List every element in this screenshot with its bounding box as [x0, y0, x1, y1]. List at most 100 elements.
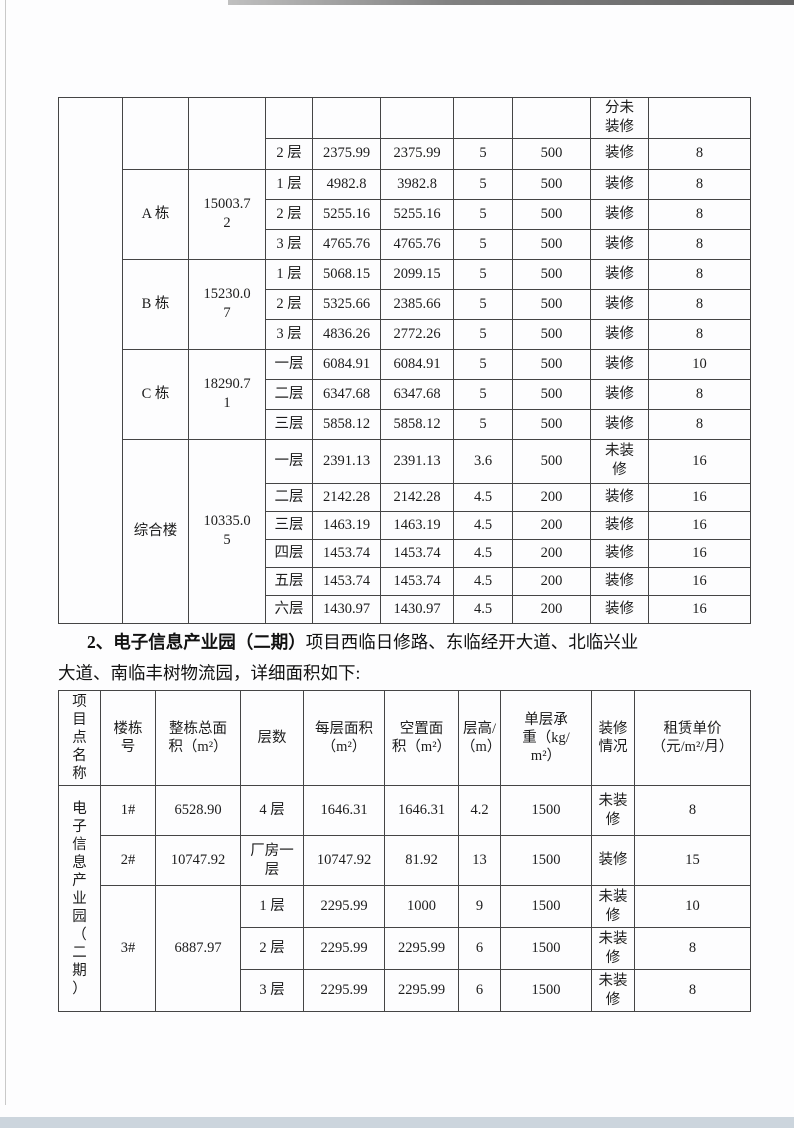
table1-cell [453, 97, 513, 139]
table1-cell: 2 层 [265, 288, 313, 320]
table1-cell: 装修 [590, 538, 649, 568]
project-name-cell [58, 97, 123, 624]
table1-cell: 16 [648, 538, 751, 568]
building-cell: C 栋 [122, 348, 189, 440]
table1-cell: 2 层 [265, 198, 313, 230]
table1-cell: 500 [512, 137, 591, 170]
table2-cell: 13 [458, 835, 501, 886]
scan-bottom-edge [0, 1117, 794, 1128]
table1-cell: 8 [648, 258, 751, 290]
table1-cell: 8 [648, 378, 751, 410]
table1-cell: 三层 [265, 408, 313, 440]
table2-cell: 2295.99 [303, 927, 385, 970]
table1-cell: 16 [648, 510, 751, 540]
table2-cell: 1 层 [240, 885, 304, 928]
table1-cell: 三层 [265, 510, 313, 540]
table1-cell: 5068.15 [312, 258, 381, 290]
header-project-name: 项 目 点 名 称 [58, 690, 101, 786]
header-floor-height: 层高/ （m） [458, 690, 501, 786]
table1-cell: 装修 [590, 198, 649, 230]
table1-cell: 8 [648, 198, 751, 230]
table1-cell: 16 [648, 438, 751, 484]
section-2-paragraph: 2、电子信息产业园（二期）项目西临日修路、东临经开大道、北临兴业 大道、南临丰树… [58, 627, 726, 689]
total-area-cell: 18290.7 1 [188, 348, 266, 440]
table1-row: 五层 1453.74 1453.74 4.5 200 装修 16 [59, 566, 751, 596]
table2-cell: 1646.31 [384, 785, 459, 836]
building-cell: A 栋 [122, 168, 189, 260]
table1-cell: 装修 [590, 288, 649, 320]
table1-cell: 1453.74 [380, 538, 454, 568]
table1-cell: 4.5 [453, 482, 513, 512]
table1-row: 二层 2142.28 2142.28 4.5 200 装修 16 [59, 482, 751, 512]
header-vacant-area: 空置面 积（m²） [384, 690, 459, 786]
table1-row: 三层 5858.12 5858.12 5 500 装修 8 [59, 408, 751, 440]
table1-cell: 500 [512, 348, 591, 380]
table1-cell: 4.5 [453, 538, 513, 568]
table1-cell [512, 97, 591, 139]
table1-cell: 5 [453, 137, 513, 170]
table1-row: C 栋 18290.7 1 一层 6084.91 6084.91 5 500 装修 10 [59, 348, 751, 440]
table1-cell: 8 [648, 137, 751, 170]
table2-cell: 1646.31 [303, 785, 385, 836]
scan-top-edge [228, 0, 794, 5]
table2-cell: 10 [634, 885, 751, 928]
table1-cell: 500 [512, 378, 591, 410]
table1-cell: 5 [453, 348, 513, 380]
table1-cell: 1453.74 [312, 566, 381, 596]
table1-cell: 五层 [265, 566, 313, 596]
table1-cell: 16 [648, 482, 751, 512]
table1-cell: 5 [453, 408, 513, 440]
table1-cell: 500 [512, 318, 591, 350]
building-cell: 综合楼 [122, 438, 189, 624]
table2-cell: 10747.92 [303, 835, 385, 886]
table2-row: 电 子 信 息 产 业 园 （ 二 期 ） 1# 6528.90 4 层 1646.31… [58, 785, 751, 1012]
table1-cell: 5858.12 [380, 408, 454, 440]
table2-cell: 1500 [500, 927, 592, 970]
table1-cell: 1463.19 [380, 510, 454, 540]
table2-cell: 8 [634, 785, 751, 836]
table2-cell: 4.2 [458, 785, 501, 836]
table1-cell: 200 [512, 510, 591, 540]
table1-cell: 装修 [590, 137, 649, 170]
table1-cell: 8 [648, 228, 751, 260]
table2-cell: 6528.90 [155, 785, 241, 836]
table1-cell: 1453.74 [380, 566, 454, 596]
building-cell: 3# [100, 885, 156, 1012]
table2-row: 2# 10747.92 厂房一 层 10747.92 81.92 13 1500 装修 15 [59, 835, 751, 886]
table1-cell: 未装 修 [590, 438, 649, 484]
table1-cell: 6084.91 [312, 348, 381, 380]
table1-cell: 六层 [265, 594, 313, 624]
table2-cell: 8 [634, 927, 751, 970]
table1-cell [380, 97, 454, 139]
table1-cell: 1 层 [265, 258, 313, 290]
table1-cell: 10 [648, 348, 751, 380]
phase1-area-table-wrapper: 分未 装修 2 层 2375.99 2375.99 5 500 装修 8 A 栋 15003.7 … [58, 97, 751, 624]
building-cell [122, 97, 189, 170]
table2-cell: 10747.92 [155, 835, 241, 886]
paragraph-line-1: 2、电子信息产业园（二期）项目西临日修路、东临经开大道、北临兴业 [58, 627, 726, 658]
table2-cell: 1# [100, 785, 156, 836]
table1-cell: 5255.16 [312, 198, 381, 230]
table1-cell: 200 [512, 594, 591, 624]
table1-cell: 5858.12 [312, 408, 381, 440]
building-cell: B 栋 [122, 258, 189, 350]
table1-cell: 2099.15 [380, 258, 454, 290]
table1-cell: 6347.68 [312, 378, 381, 410]
table1-cell: 4.5 [453, 566, 513, 596]
section-2-text: 项目西临日修路、东临经开大道、北临兴业 [305, 632, 639, 652]
table1-cell: 5 [453, 168, 513, 200]
table1-cell: 500 [512, 168, 591, 200]
table1-row: 六层 1430.97 1430.97 4.5 200 装修 16 [59, 594, 751, 624]
table1-cell: 2142.28 [380, 482, 454, 512]
table1-cell: 3 层 [265, 318, 313, 350]
table1-cell: 装修 [590, 168, 649, 200]
table1-cell: 4836.26 [312, 318, 381, 350]
phase2-area-table: 项 目 点 名 称楼栋 号整栋总面 积（m²） 层数 每层面积 （m²） 空置面 积（… [58, 690, 751, 1012]
table1-cell: 500 [512, 438, 591, 484]
table1-cell: 500 [512, 228, 591, 260]
table1-cell: 3.6 [453, 438, 513, 484]
header-building-no: 楼栋 号 [100, 690, 156, 786]
table1-cell: 二层 [265, 378, 313, 410]
